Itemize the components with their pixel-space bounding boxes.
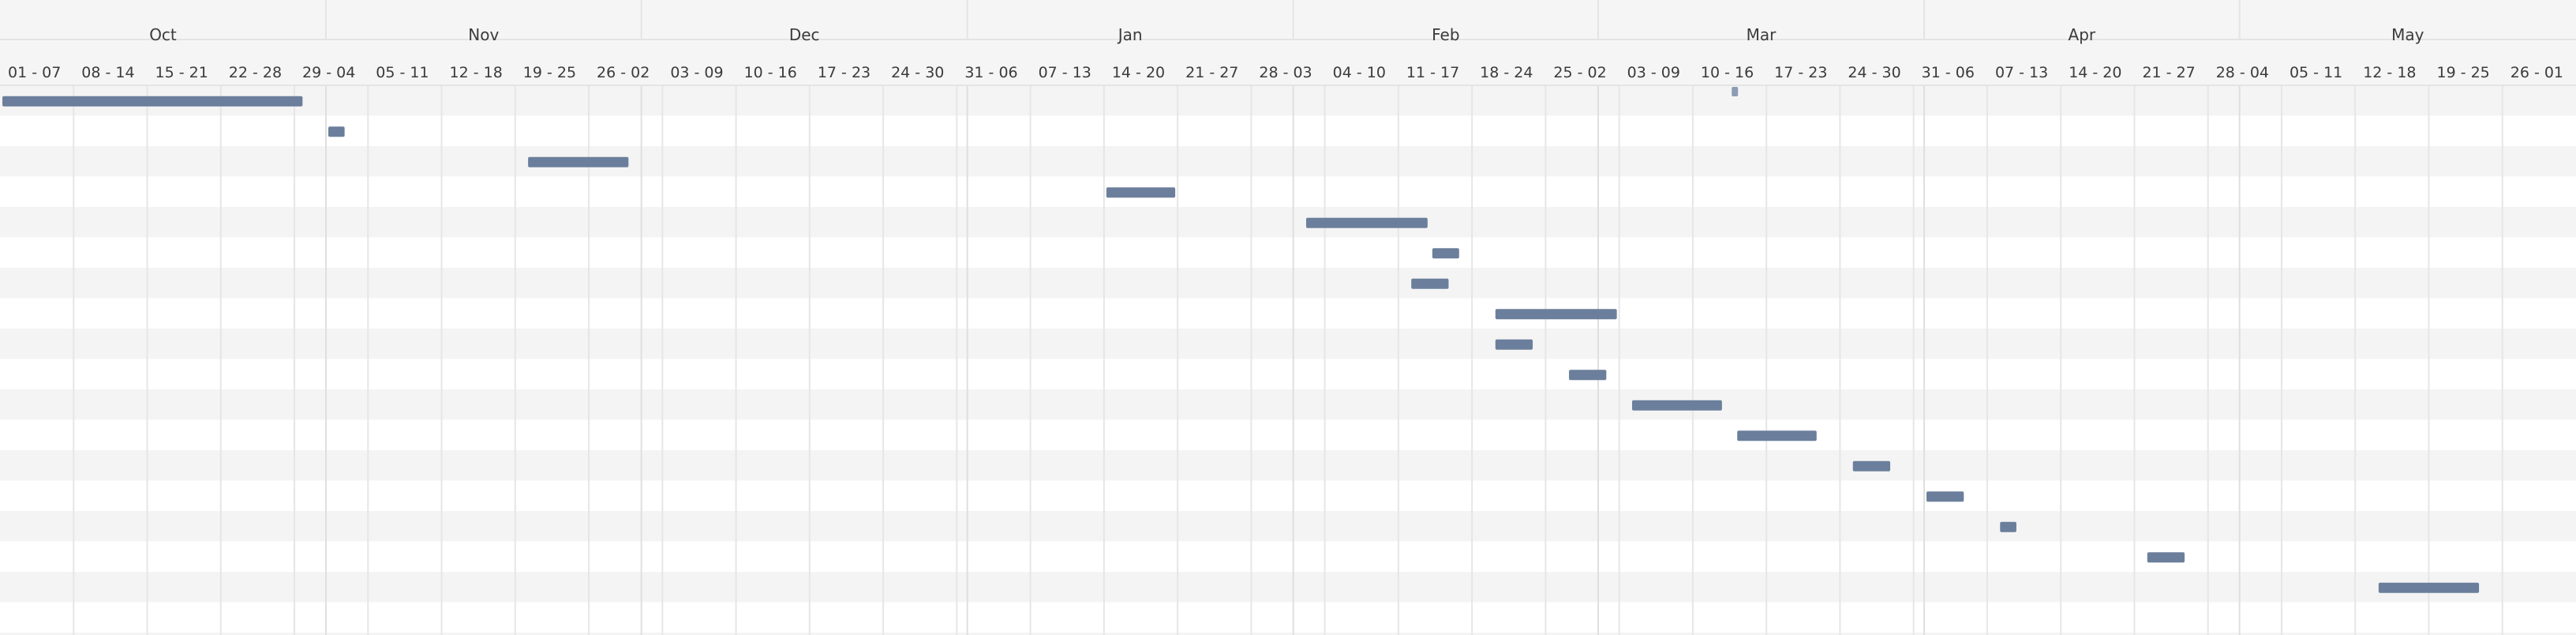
task-bar	[1631, 400, 1722, 411]
week-label: 31 - 06	[1922, 64, 1975, 81]
row-stripe	[0, 207, 2576, 238]
row-stripe	[0, 389, 2576, 420]
task-bar	[2000, 521, 2016, 532]
week-label: 24 - 30	[1848, 64, 1900, 81]
header-background	[0, 0, 2576, 85]
week-label: 15 - 21	[155, 64, 208, 81]
month-label: Mar	[1747, 25, 1777, 44]
month-label: Feb	[1432, 25, 1459, 44]
week-label: 25 - 02	[1553, 64, 1606, 81]
row-stripe	[0, 298, 2576, 329]
month-grid	[324, 85, 2241, 635]
week-label: 22 - 28	[229, 64, 282, 81]
month-label: Apr	[2069, 25, 2096, 44]
task-bar	[2378, 582, 2480, 593]
month-label: Jan	[1117, 25, 1143, 44]
row-stripe	[0, 602, 2576, 633]
row-stripe	[0, 85, 2576, 116]
week-label: 28 - 04	[2216, 64, 2269, 81]
week-label: 26 - 01	[2510, 64, 2563, 81]
task-bar	[1569, 370, 1607, 381]
row-stripe	[0, 359, 2576, 389]
week-label: 19 - 25	[523, 64, 576, 81]
row-stripe	[0, 450, 2576, 481]
week-label: 19 - 25	[2436, 64, 2489, 81]
task-bar	[1926, 491, 1964, 502]
row-stripes	[0, 85, 2576, 633]
task-bar	[1495, 339, 1533, 350]
week-label: 03 - 09	[670, 64, 723, 81]
row-stripe	[0, 115, 2576, 146]
week-label: 07 - 13	[1995, 64, 2048, 81]
week-label: 05 - 11	[376, 64, 429, 81]
task-bar	[1106, 187, 1176, 198]
week-label: 08 - 14	[81, 64, 134, 81]
timeline-header: 01 - 07 08 - 14 15 - 21 22 - 28 29 - 04 05 - …	[0, 0, 2576, 86]
task-bar	[1432, 248, 1459, 259]
week-label: 21 - 27	[1185, 64, 1238, 81]
month-label: Dec	[789, 25, 820, 44]
week-grid	[73, 39, 2503, 635]
milestone-marker	[1732, 87, 1739, 96]
week-label: 03 - 09	[1627, 64, 1680, 81]
week-label: 17 - 23	[1774, 64, 1827, 81]
week-label: 28 - 03	[1259, 64, 1312, 81]
week-label: 05 - 11	[2290, 64, 2342, 81]
task-bar	[2, 96, 303, 107]
week-label: 21 - 27	[2142, 64, 2195, 81]
task-bar	[1852, 460, 1891, 472]
week-label: 01 - 07	[8, 64, 61, 81]
week-label: 10 - 16	[744, 64, 797, 81]
week-label: 17 - 23	[818, 64, 871, 81]
row-stripe	[0, 572, 2576, 603]
row-stripe	[0, 146, 2576, 177]
task-bars	[2, 87, 2480, 593]
month-label: Oct	[149, 25, 177, 44]
task-bar	[1411, 278, 1449, 289]
week-label: 11 - 17	[1406, 64, 1459, 81]
week-label: 14 - 20	[2069, 64, 2121, 81]
week-label: 12 - 18	[2363, 64, 2416, 81]
month-label: Nov	[468, 25, 499, 44]
week-label: 10 - 16	[1701, 64, 1754, 81]
week-label: 29 - 04	[302, 64, 355, 81]
row-stripe	[0, 329, 2576, 359]
task-bar	[2147, 552, 2185, 563]
week-label: 07 - 13	[1039, 64, 1091, 81]
month-label: May	[2391, 25, 2424, 44]
row-stripe	[0, 176, 2576, 207]
week-label: 04 - 10	[1333, 64, 1386, 81]
row-stripe	[0, 237, 2576, 268]
task-bar	[528, 156, 629, 167]
task-bar	[1737, 430, 1817, 441]
row-stripe	[0, 511, 2576, 542]
row-stripe	[0, 268, 2576, 299]
week-label: 12 - 18	[450, 64, 503, 81]
task-bar	[1305, 217, 1428, 228]
week-label: 26 - 02	[597, 64, 650, 81]
week-label: 14 - 20	[1112, 64, 1165, 81]
week-label: 24 - 30	[891, 64, 944, 81]
row-stripe	[0, 541, 2576, 572]
task-bar	[1495, 309, 1617, 320]
week-label: 18 - 24	[1480, 64, 1533, 81]
week-label: 31 - 06	[964, 64, 1017, 81]
row-stripe	[0, 480, 2576, 511]
row-stripe	[0, 419, 2576, 450]
task-bar	[328, 126, 345, 137]
